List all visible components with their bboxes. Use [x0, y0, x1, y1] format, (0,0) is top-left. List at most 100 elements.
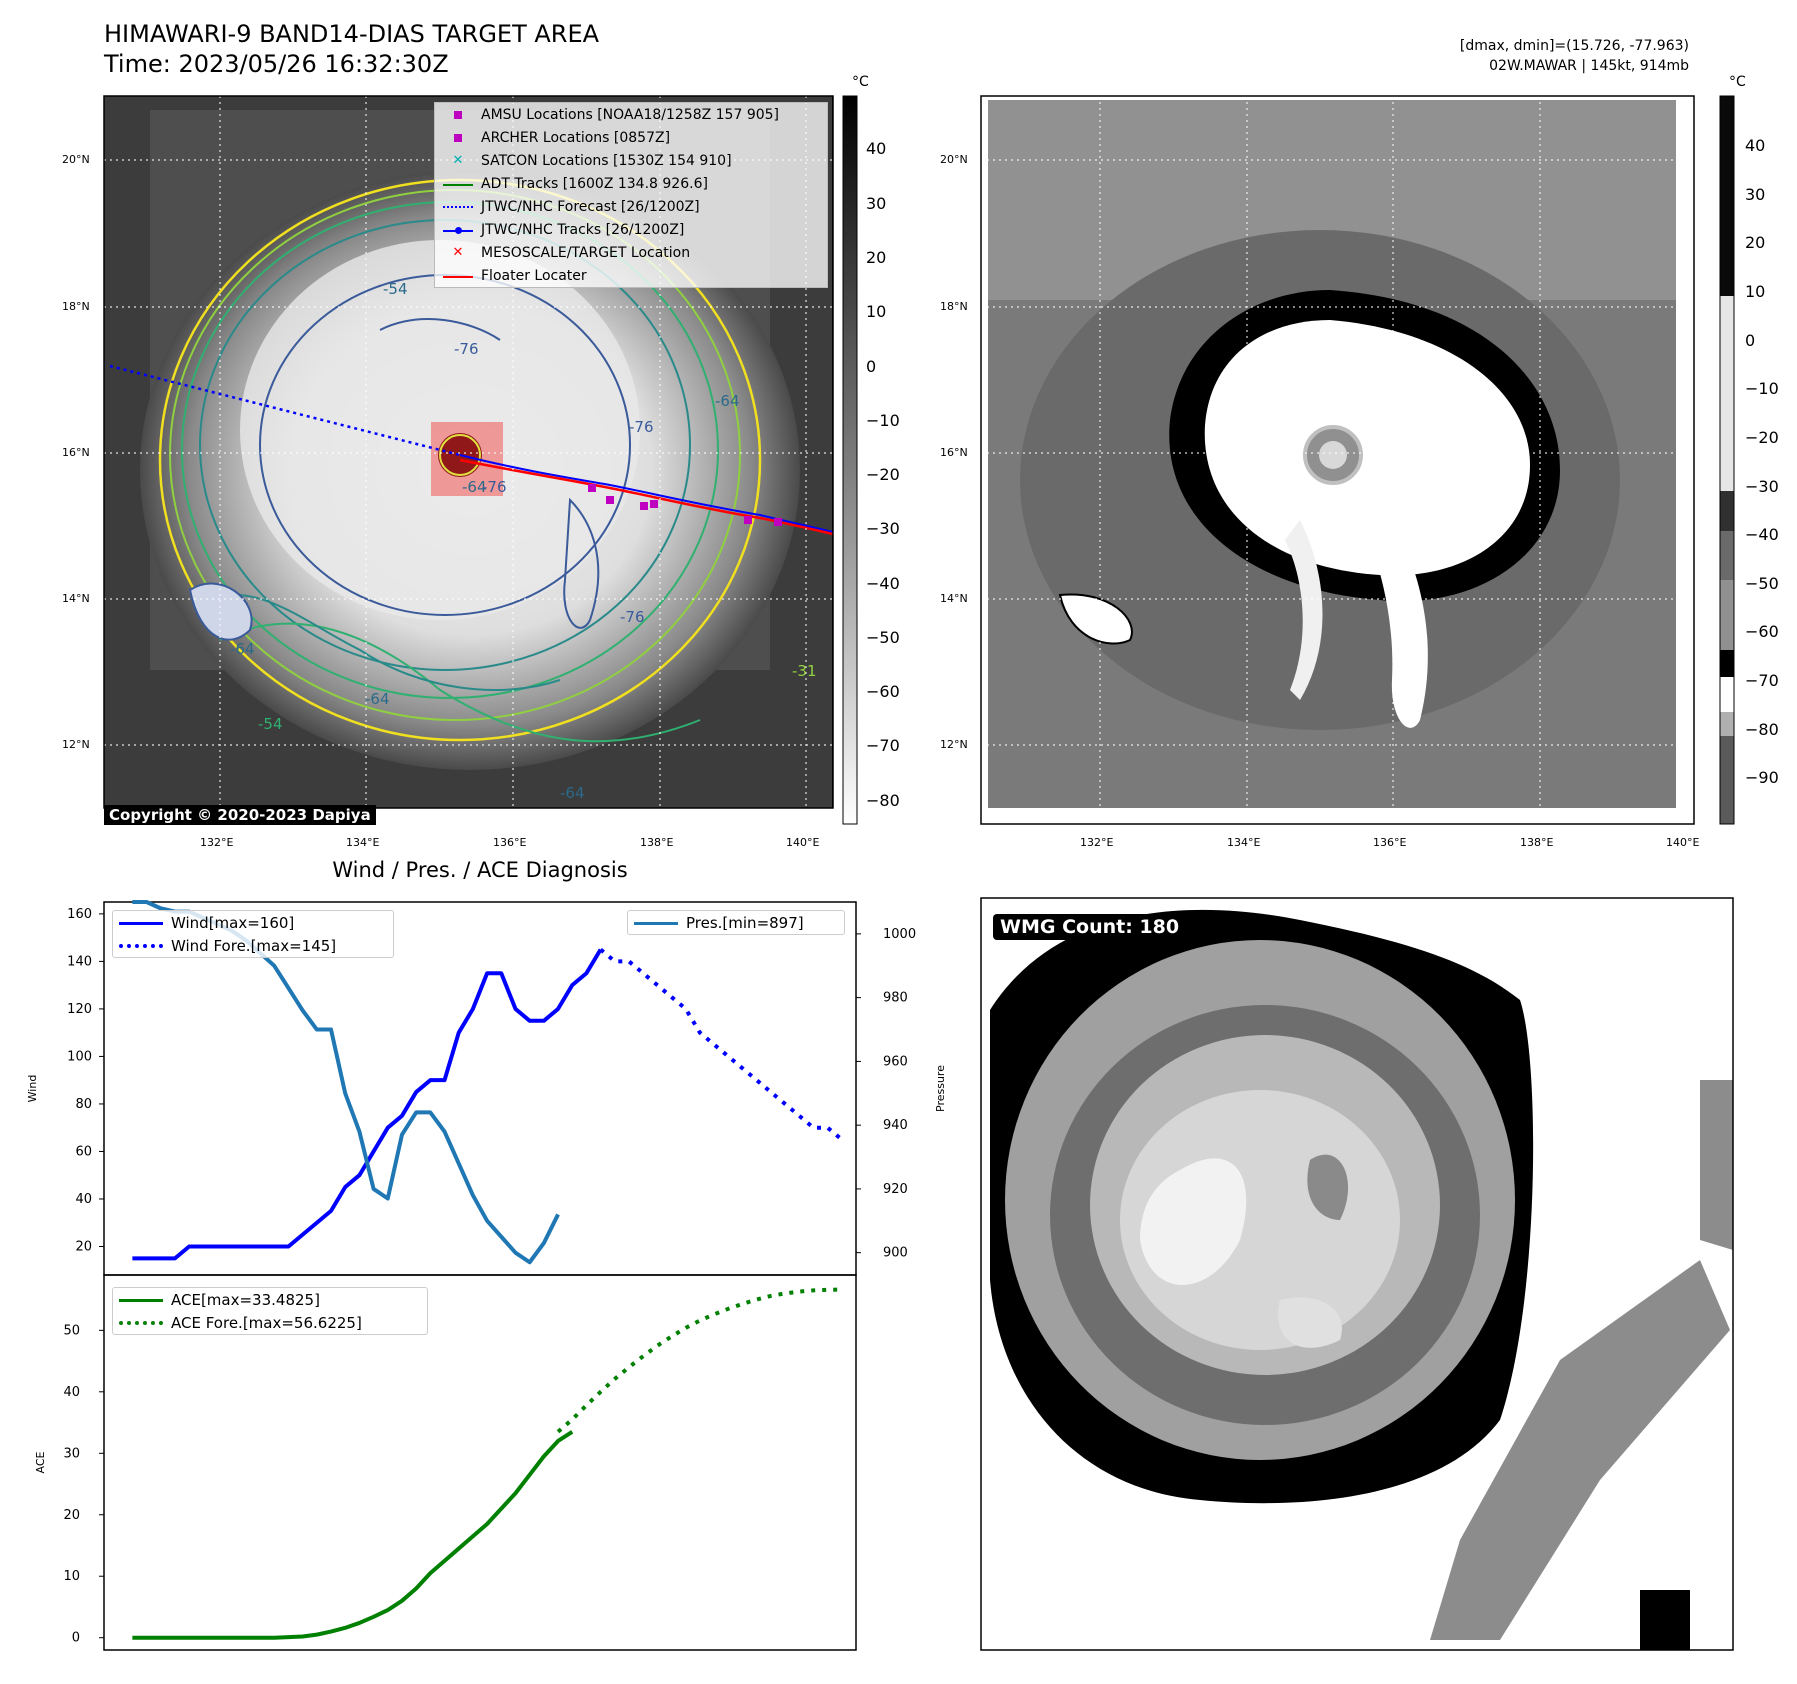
lon-label: 140°E: [1666, 836, 1700, 849]
ir-map-right: [981, 96, 1676, 808]
legend-item-adt: ADT Tracks [1600Z 134.8 926.6]: [435, 172, 827, 195]
lat-label: 14°N: [940, 592, 968, 605]
colorbar-tick: −40: [866, 574, 900, 593]
legend-item-amsu: AMSU Locations [NOAA18/1258Z 157 905]: [435, 103, 827, 126]
solid-line-icon: [119, 1290, 163, 1310]
lon-label: 138°E: [640, 836, 674, 849]
copyright-badge: Copyright © 2020-2023 Dapiya: [104, 805, 376, 825]
colorbar-unit: °C: [1729, 74, 1746, 90]
pressure-legend: Pres.[min=897]: [627, 910, 845, 935]
lon-label: 134°E: [346, 836, 380, 849]
lon-label: 136°E: [1373, 836, 1407, 849]
colorbar-tick: −40: [1745, 525, 1779, 544]
legend-item-tracks: JTWC/NHC Tracks [26/1200Z]: [435, 218, 827, 241]
contour-label: -64: [715, 392, 740, 410]
lat-label: 16°N: [940, 446, 968, 459]
square-marker-icon: [443, 107, 473, 123]
colorbar-unit: °C: [852, 74, 869, 90]
legend-label: Wind Fore.[max=145]: [171, 936, 337, 955]
legend-label: Pres.[min=897]: [686, 913, 804, 932]
contour-label: -31: [792, 662, 817, 680]
colorbar-tick: 40: [866, 139, 887, 158]
chart-title: HIMAWARI-9 BAND14-DIAS TARGET AREA: [104, 20, 600, 48]
legend-label: ACE[max=33.4825]: [171, 1290, 320, 1309]
contour-label: -76: [629, 418, 654, 436]
square-marker-icon: [443, 130, 473, 146]
colorbar-tick: 20: [866, 248, 887, 267]
colorbar-tick: −10: [1745, 379, 1779, 398]
wmg-image: [981, 898, 1733, 1650]
contour-label: -54: [258, 715, 283, 733]
contour-label: -76: [454, 340, 479, 358]
solid-line-icon: [119, 913, 163, 933]
colorbar-tick: −50: [1745, 574, 1779, 593]
colorbar-tick: 0: [1745, 331, 1756, 350]
chart-time: Time: 2023/05/26 16:32:30Z: [104, 50, 449, 78]
colorbar-tick: −20: [1745, 428, 1779, 447]
colorbar-tick: −70: [866, 736, 900, 755]
colorbar-tick: −30: [866, 519, 900, 538]
wind-legend: Wind[max=160] Wind Fore.[max=145]: [112, 910, 394, 958]
colorbar-right-steps: [1719, 95, 1735, 825]
storm-info: 02W.MAWAR | 145kt, 914mb: [1489, 58, 1689, 74]
colorbar-tick: 20: [1745, 233, 1766, 252]
legend-item-ace-forecast: ACE Fore.[max=56.6225]: [113, 1311, 427, 1334]
lon-label: 132°E: [1080, 836, 1114, 849]
colorbar-tick: −60: [866, 682, 900, 701]
colorbar-tick: 30: [866, 194, 887, 213]
legend-item-forecast: JTWC/NHC Forecast [26/1200Z]: [435, 195, 827, 218]
x-marker-icon: ✕: [452, 152, 464, 168]
colorbar-tick: 0: [866, 357, 877, 376]
colorbar-tick: −80: [866, 791, 900, 810]
colorbar-tick: −90: [1745, 768, 1779, 787]
lat-label: 18°N: [62, 300, 90, 313]
legend-label: Wind[max=160]: [171, 913, 295, 932]
contour-label: -54: [383, 280, 408, 298]
lat-label: 18°N: [940, 300, 968, 313]
lat-label: 20°N: [62, 153, 90, 166]
colorbar-tick: 40: [1745, 136, 1766, 155]
contour-label: -76: [620, 608, 645, 626]
legend-item-wind-forecast: Wind Fore.[max=145]: [113, 934, 393, 957]
contour-label: -76: [482, 478, 507, 496]
solid-line-icon: [634, 913, 678, 933]
legend-item-archer: ARCHER Locations [0857Z]: [435, 126, 827, 149]
line-marker-icon: [443, 176, 473, 192]
contour-label: -64: [560, 784, 585, 802]
legend-label: MESOSCALE/TARGET Location: [481, 244, 691, 261]
legend-label: Floater Locater: [481, 267, 587, 284]
legend-label: JTWC/NHC Forecast [26/1200Z]: [481, 198, 700, 215]
line-dot-icon: [443, 222, 473, 238]
dotted-line-icon: [119, 936, 163, 956]
contour-label: -64: [365, 690, 390, 708]
lon-label: 134°E: [1227, 836, 1261, 849]
legend-label: ACE Fore.[max=56.6225]: [171, 1313, 362, 1332]
colorbar-tick: 10: [866, 302, 887, 321]
ace-legend: ACE[max=33.4825] ACE Fore.[max=56.6225]: [112, 1287, 428, 1335]
lat-label: 12°N: [940, 738, 968, 751]
diagnosis-title: Wind / Pres. / ACE Diagnosis: [332, 858, 628, 882]
colorbar-tick: −70: [1745, 671, 1779, 690]
colorbar-tick: 30: [1745, 185, 1766, 204]
colorbar-tick: −20: [866, 465, 900, 484]
line-marker-icon: [443, 268, 473, 284]
x-marker-icon: ✕: [452, 244, 464, 260]
lon-label: 136°E: [493, 836, 527, 849]
legend-item-pressure: Pres.[min=897]: [628, 911, 844, 934]
colorbar-tick: 10: [1745, 282, 1766, 301]
legend-item-wind: Wind[max=160]: [113, 911, 393, 934]
dotted-line-icon: [119, 1313, 163, 1333]
legend-label: ARCHER Locations [0857Z]: [481, 129, 671, 146]
colorbar-tick: −80: [1745, 720, 1779, 739]
dotted-line-icon: [443, 199, 473, 215]
legend-item-target: ✕ MESOSCALE/TARGET Location: [435, 241, 827, 264]
legend-item-satcon: ✕ SATCON Locations [1530Z 154 910]: [435, 149, 827, 172]
contour-label: -64: [462, 478, 487, 496]
lon-label: 140°E: [786, 836, 820, 849]
lat-label: 16°N: [62, 446, 90, 459]
contour-label: -64: [230, 640, 255, 658]
data-range-info: [dmax, dmin]=(15.726, -77.963): [1459, 38, 1689, 54]
lat-label: 12°N: [62, 738, 90, 751]
legend-label: AMSU Locations [NOAA18/1258Z 157 905]: [481, 106, 780, 123]
